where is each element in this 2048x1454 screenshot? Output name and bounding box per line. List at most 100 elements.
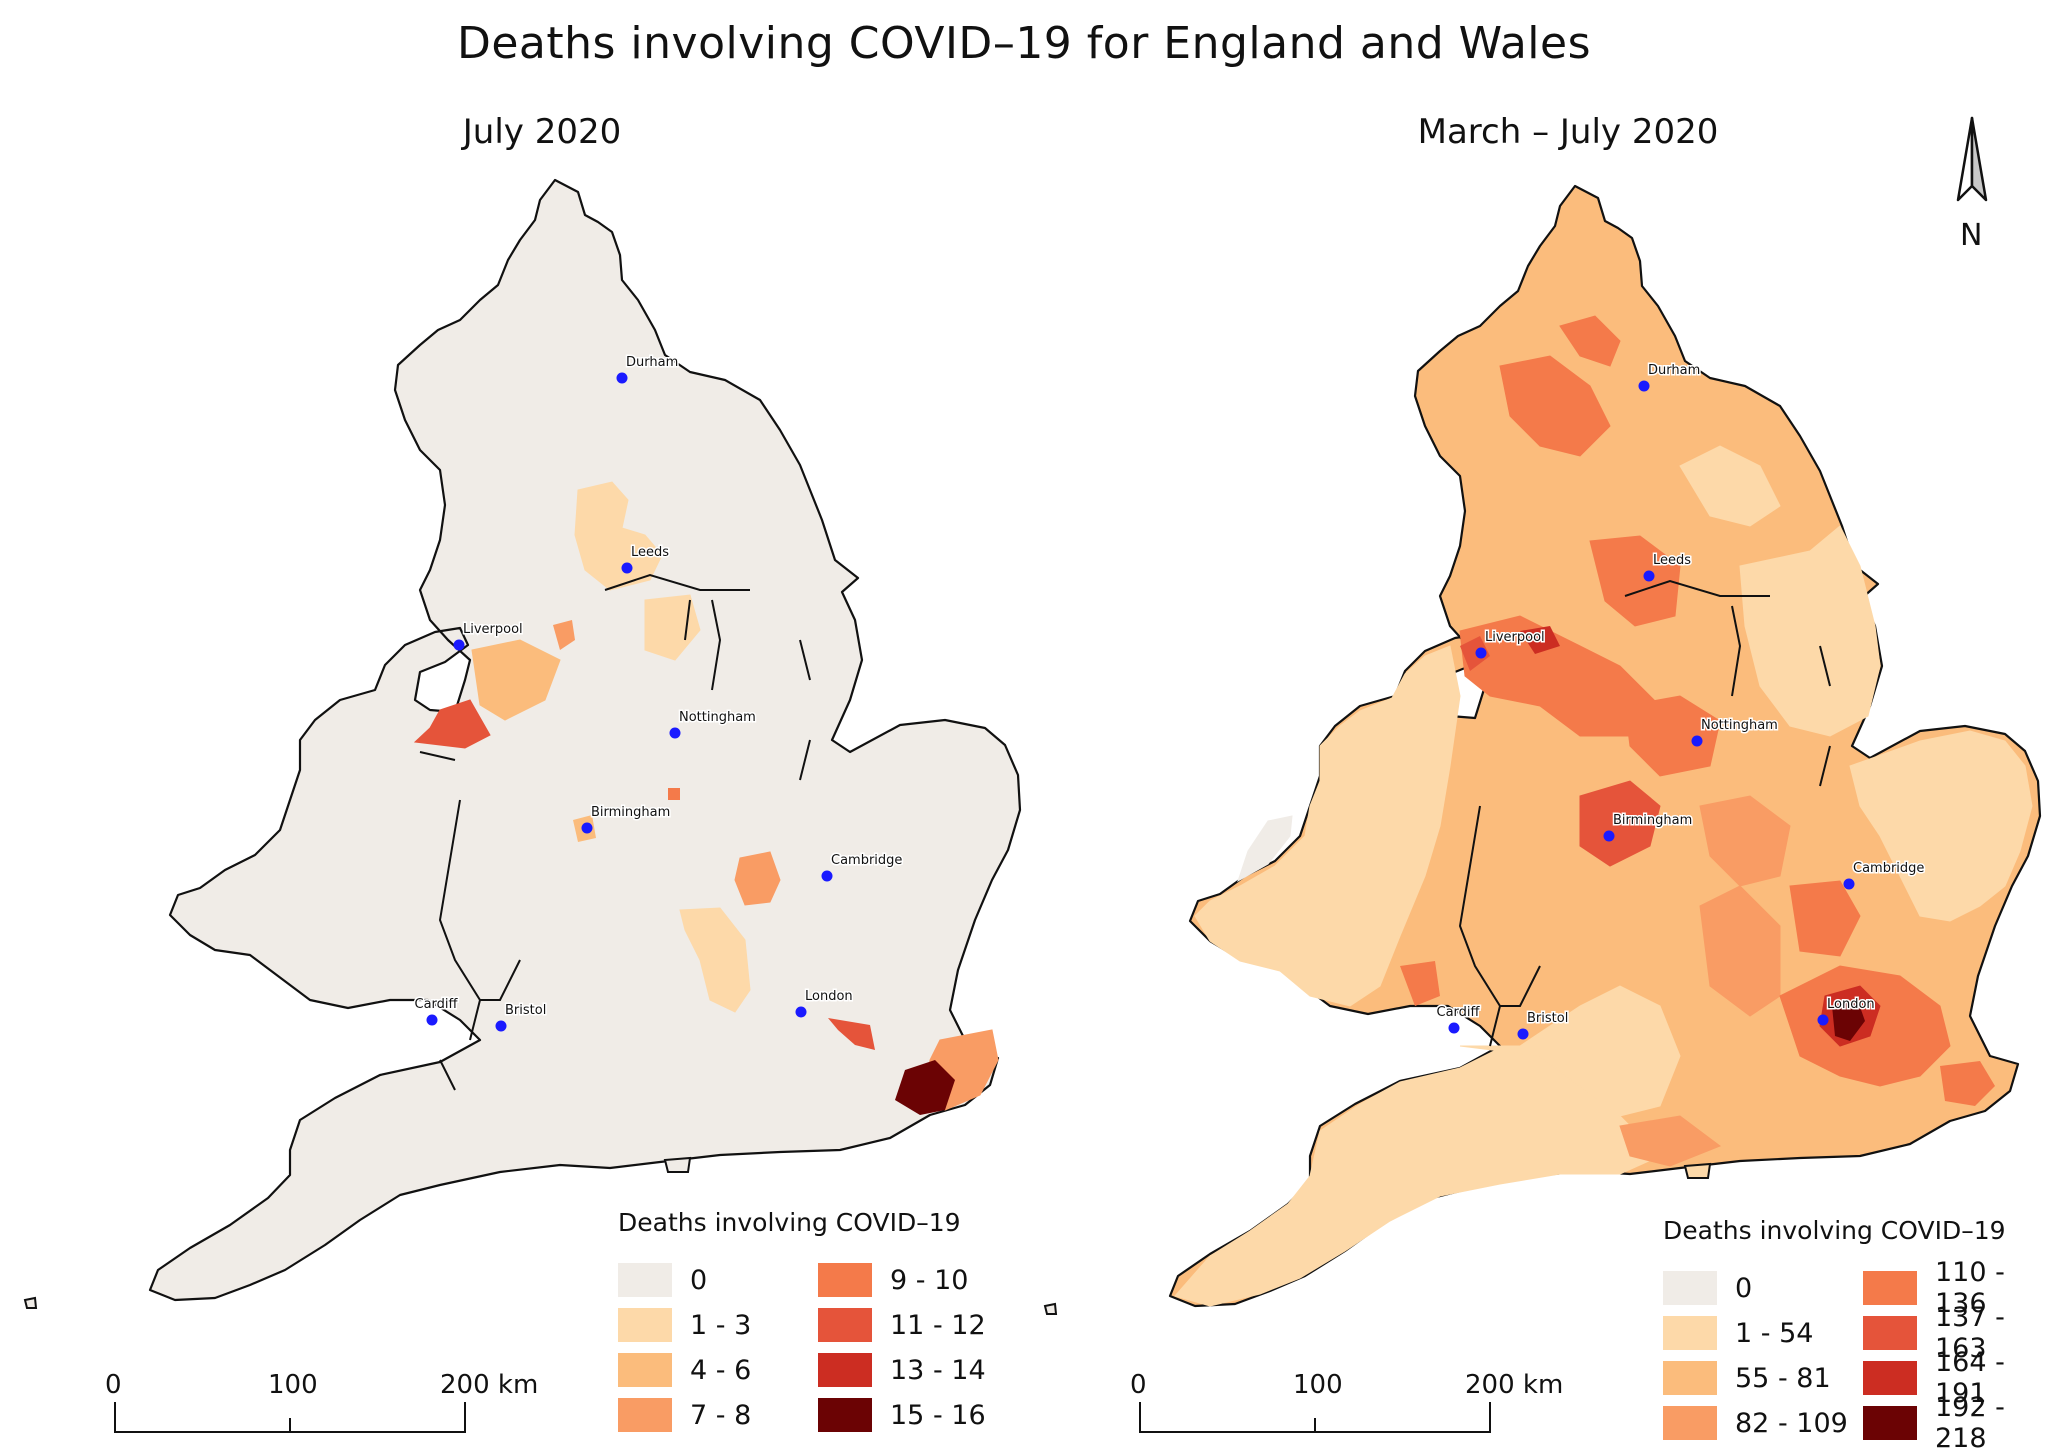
city-marker-nottingham	[1691, 735, 1703, 747]
legend-item: 13 - 14	[818, 1352, 986, 1388]
right-region-liverpool	[1460, 636, 1490, 671]
left-region-liverpool	[471, 639, 561, 721]
right-region-wales-zero	[1237, 815, 1293, 883]
city-label-london: London	[1827, 997, 1875, 1012]
right-region-durham-north	[1559, 315, 1621, 367]
city-marker-leeds	[1643, 570, 1655, 582]
legend-item: 192 - 218	[1863, 1392, 2048, 1454]
right-scale-tick-100: 100	[1293, 1370, 1343, 1400]
left-region-bedford	[734, 851, 781, 906]
city-label-leeds: Leeds	[1653, 553, 1691, 568]
right-region-leeds	[1589, 535, 1681, 627]
city-label-london: London	[805, 989, 853, 1004]
right-choropleth-map	[1043, 184, 2042, 1315]
legend-label: 0	[690, 1264, 708, 1296]
left-scale-tick-100: 100	[268, 1370, 318, 1400]
legend-label: 192 - 218	[1935, 1392, 2005, 1454]
city-label-nottingham: Nottingham	[679, 710, 756, 725]
legend-item: 7 - 8	[618, 1397, 751, 1433]
city-marker-bristol	[495, 1020, 507, 1032]
legend-item: 4 - 6	[618, 1352, 751, 1388]
main-title: Deaths involving COVID–19 for England an…	[456, 18, 1592, 69]
left-scale-bar	[114, 1402, 466, 1433]
right-map-subtitle: March – July 2020	[1417, 112, 1719, 152]
legend-label: 164 - 191	[1935, 1347, 2005, 1409]
legend-item: 55 - 81	[1663, 1360, 1831, 1396]
legend-item: 0	[1663, 1270, 1752, 1306]
left-legend-title: Deaths involving COVID–19	[618, 1208, 961, 1237]
legend-swatch	[1663, 1406, 1717, 1440]
legend-swatch	[618, 1353, 672, 1387]
legend-item: 15 - 16	[818, 1397, 986, 1433]
right-region-birmingham	[1579, 780, 1661, 867]
left-scilly	[23, 1296, 38, 1309]
city-label-durham: Durham	[626, 355, 678, 370]
legend-swatch	[1663, 1316, 1717, 1350]
city-marker-leeds	[621, 562, 633, 574]
right-scale-bar	[1139, 1402, 1491, 1433]
legend-label: 1 - 3	[690, 1309, 752, 1341]
left-region-oxford	[679, 907, 751, 1013]
left-region-yorkshire	[574, 481, 663, 591]
left-scale-tick-0: 0	[105, 1370, 122, 1400]
left-region-leeds-east	[644, 594, 701, 661]
right-rivers	[1458, 579, 1831, 1047]
city-marker-london	[1817, 1014, 1829, 1026]
legend-item: 1 - 54	[1663, 1315, 1813, 1351]
legend-swatch	[1663, 1361, 1717, 1395]
legend-item: 82 - 109	[1663, 1405, 1848, 1441]
right-region-london-core	[1832, 1001, 1865, 1041]
left-region-leicester	[668, 788, 680, 800]
legend-label: 1 - 54	[1735, 1317, 1814, 1349]
right-region-nottingham	[1624, 695, 1721, 777]
city-label-cambridge: Cambridge	[1853, 861, 1924, 876]
right-region-north-yorks	[1679, 445, 1781, 527]
north-arrow-icon	[1956, 116, 1988, 202]
city-marker-birmingham	[1603, 830, 1615, 842]
left-scale-tick-200: 200 km	[440, 1370, 539, 1400]
legend-item: 0	[618, 1262, 707, 1298]
right-region-salford	[1520, 626, 1560, 654]
right-isle-of-wight	[1683, 1162, 1712, 1179]
legend-swatch	[618, 1398, 672, 1432]
right-region-east-anglia	[1849, 730, 2033, 922]
city-label-nottingham: Nottingham	[1701, 718, 1778, 733]
legend-swatch	[1863, 1361, 1917, 1395]
left-region-thurrock	[828, 1018, 875, 1050]
legend-swatch	[1663, 1271, 1717, 1305]
right-region-bedford	[1789, 880, 1861, 957]
city-label-birmingham: Birmingham	[1613, 813, 1692, 828]
legend-item: 137 - 163	[1863, 1302, 2048, 1364]
city-label-liverpool: Liverpool	[463, 622, 523, 637]
left-base-land	[148, 178, 1022, 1302]
legend-swatch	[618, 1308, 672, 1342]
legend-label: 4 - 6	[690, 1354, 752, 1386]
left-map-subtitle: July 2020	[462, 112, 622, 152]
left-region-ashford	[895, 1060, 955, 1115]
city-marker-nottingham	[669, 727, 681, 739]
left-region-lancs	[553, 620, 575, 650]
right-scale-tick-200: 200 km	[1465, 1370, 1564, 1400]
city-marker-durham	[1638, 380, 1650, 392]
legend-label: 15 - 16	[890, 1399, 986, 1431]
right-region-wales	[1194, 645, 1461, 1007]
legend-swatch	[1863, 1406, 1917, 1440]
city-marker-bristol	[1517, 1028, 1529, 1040]
city-marker-liverpool	[453, 639, 465, 651]
legend-swatch	[1863, 1316, 1917, 1350]
legend-label: 11 - 12	[890, 1309, 986, 1341]
city-label-cambridge: Cambridge	[831, 853, 902, 868]
legend-swatch	[818, 1308, 872, 1342]
legend-swatch	[818, 1398, 872, 1432]
city-layer: Durham Durham Leeds Leeds Liverpool Liverpool…	[413, 354, 1926, 1040]
city-label-liverpool: Liverpool	[1485, 630, 1545, 645]
left-isle-of-wight	[663, 1156, 692, 1173]
right-scale-tick-0: 0	[1130, 1370, 1147, 1400]
north-arrow-label: N	[1960, 218, 1983, 253]
city-label-durham: Durham	[1648, 363, 1700, 378]
right-legend-title: Deaths involving COVID–19	[1663, 1216, 2006, 1245]
legend-item: 1 - 3	[618, 1307, 751, 1343]
city-label-cardiff: Cardiff	[1437, 1005, 1481, 1020]
legend-label: 7 - 8	[690, 1399, 752, 1431]
right-region-cardiff	[1400, 961, 1440, 1006]
